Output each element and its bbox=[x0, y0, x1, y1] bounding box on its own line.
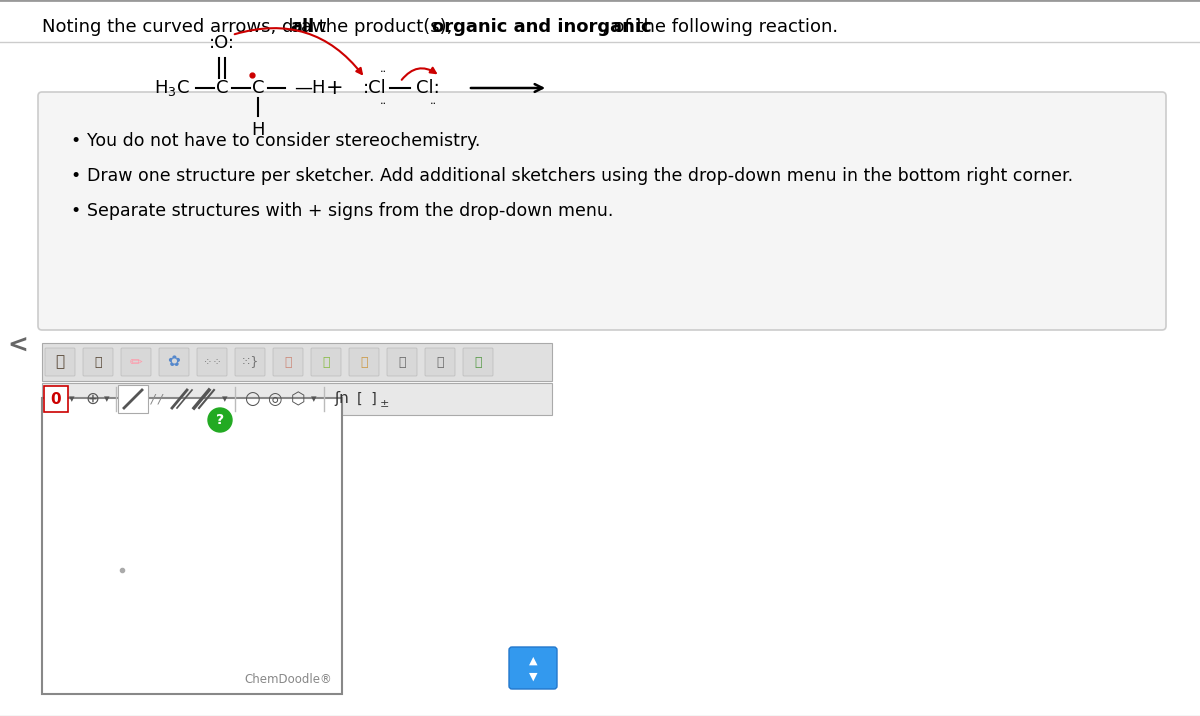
FancyBboxPatch shape bbox=[121, 348, 151, 376]
Text: Draw one structure per sketcher. Add additional sketchers using the drop-down me: Draw one structure per sketcher. Add add… bbox=[88, 167, 1073, 185]
Text: <: < bbox=[7, 334, 29, 358]
Text: +: + bbox=[326, 78, 344, 98]
FancyArrowPatch shape bbox=[402, 68, 436, 79]
Text: •: • bbox=[70, 132, 80, 150]
Text: ChemDoodle®: ChemDoodle® bbox=[245, 673, 332, 686]
FancyBboxPatch shape bbox=[509, 647, 557, 689]
Text: ʃn: ʃn bbox=[335, 392, 349, 407]
FancyArrowPatch shape bbox=[235, 28, 362, 74]
Text: 🎨: 🎨 bbox=[474, 356, 481, 369]
FancyBboxPatch shape bbox=[46, 348, 74, 376]
Text: 🗂: 🗂 bbox=[360, 356, 367, 369]
FancyBboxPatch shape bbox=[235, 348, 265, 376]
FancyBboxPatch shape bbox=[274, 348, 302, 376]
Text: ⋅⋅: ⋅⋅ bbox=[379, 99, 386, 109]
Text: ⬡: ⬡ bbox=[290, 390, 305, 408]
Text: Cl:: Cl: bbox=[416, 79, 440, 97]
Text: , of the following reaction.: , of the following reaction. bbox=[602, 18, 838, 36]
Text: •: • bbox=[70, 167, 80, 185]
Text: ⁘⁘: ⁘⁘ bbox=[203, 357, 221, 367]
Text: ○: ○ bbox=[244, 390, 260, 408]
FancyBboxPatch shape bbox=[44, 386, 68, 412]
FancyBboxPatch shape bbox=[425, 348, 455, 376]
Text: ▾: ▾ bbox=[222, 394, 228, 404]
Text: ✿: ✿ bbox=[168, 354, 180, 369]
Text: —H: —H bbox=[294, 79, 325, 97]
FancyBboxPatch shape bbox=[386, 348, 418, 376]
Text: Noting the curved arrows, draw: Noting the curved arrows, draw bbox=[42, 18, 332, 36]
Text: C: C bbox=[216, 79, 228, 97]
FancyBboxPatch shape bbox=[42, 398, 342, 694]
FancyBboxPatch shape bbox=[158, 348, 190, 376]
Text: ▾: ▾ bbox=[70, 394, 74, 404]
Text: ▼: ▼ bbox=[529, 672, 538, 682]
Text: 🌸: 🌸 bbox=[284, 356, 292, 369]
Text: ±: ± bbox=[379, 399, 389, 409]
FancyBboxPatch shape bbox=[311, 348, 341, 376]
Text: C: C bbox=[252, 79, 264, 97]
Text: ✏: ✏ bbox=[130, 354, 143, 369]
Text: ⊕: ⊕ bbox=[85, 390, 98, 408]
Text: 🔒: 🔒 bbox=[95, 356, 102, 369]
Text: ⁙}: ⁙} bbox=[241, 356, 259, 369]
Text: the product(s),: the product(s), bbox=[313, 18, 458, 36]
Text: ⋅⋅: ⋅⋅ bbox=[430, 67, 437, 77]
Text: 🔍: 🔍 bbox=[398, 356, 406, 369]
Text: organic and inorganic: organic and inorganic bbox=[432, 18, 652, 36]
Text: ✋: ✋ bbox=[55, 354, 65, 369]
Text: ◎: ◎ bbox=[266, 390, 281, 408]
Text: ▾: ▾ bbox=[104, 394, 110, 404]
Text: [  ]: [ ] bbox=[358, 392, 377, 406]
Text: ⋅⋅: ⋅⋅ bbox=[430, 99, 437, 109]
FancyBboxPatch shape bbox=[463, 348, 493, 376]
Text: ?: ? bbox=[216, 413, 224, 427]
Text: 🌿: 🌿 bbox=[323, 356, 330, 369]
Circle shape bbox=[208, 408, 232, 432]
Text: ▾: ▾ bbox=[311, 394, 317, 404]
FancyBboxPatch shape bbox=[83, 348, 113, 376]
Text: / /: / / bbox=[151, 392, 163, 405]
FancyBboxPatch shape bbox=[197, 348, 227, 376]
Text: :O:: :O: bbox=[209, 34, 235, 52]
FancyBboxPatch shape bbox=[38, 92, 1166, 330]
FancyBboxPatch shape bbox=[118, 385, 148, 413]
Text: H$_3$C: H$_3$C bbox=[154, 78, 190, 98]
Text: You do not have to consider stereochemistry.: You do not have to consider stereochemis… bbox=[88, 132, 480, 150]
FancyBboxPatch shape bbox=[42, 383, 552, 415]
Text: ▲: ▲ bbox=[529, 656, 538, 666]
Text: H: H bbox=[251, 121, 265, 139]
Text: ⋅⋅: ⋅⋅ bbox=[379, 67, 386, 77]
Text: :Cl: :Cl bbox=[364, 79, 386, 97]
Text: •: • bbox=[70, 202, 80, 220]
Text: Separate structures with + signs from the drop-down menu.: Separate structures with + signs from th… bbox=[88, 202, 613, 220]
FancyBboxPatch shape bbox=[349, 348, 379, 376]
FancyBboxPatch shape bbox=[42, 343, 552, 381]
Text: 🔎: 🔎 bbox=[437, 356, 444, 369]
Text: 0: 0 bbox=[50, 392, 61, 407]
Text: all: all bbox=[290, 18, 314, 36]
